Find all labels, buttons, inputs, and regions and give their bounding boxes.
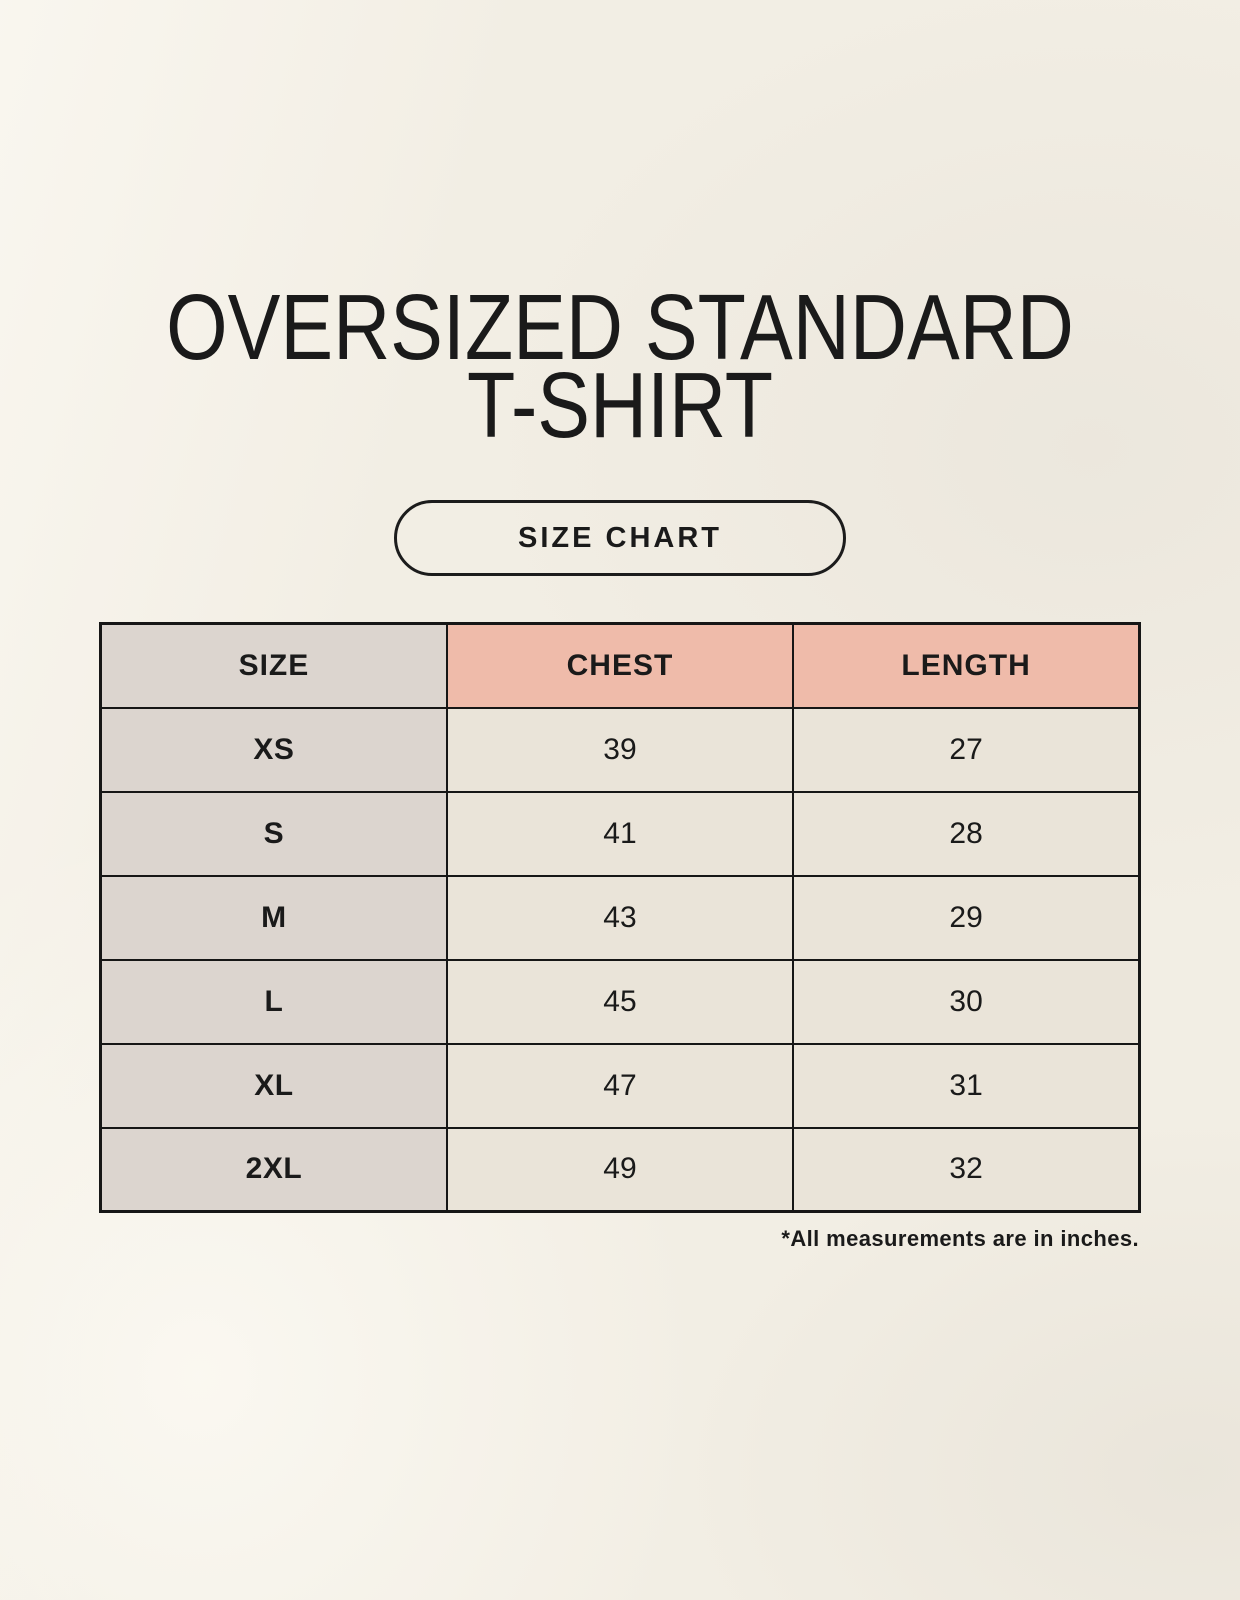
size-table-container: SIZE CHEST LENGTH XS 39 27 S 41 28 M: [99, 622, 1141, 1252]
title-line-1: OVERSIZED STANDARD: [166, 275, 1074, 379]
header-row: SIZE CHEST LENGTH: [99, 622, 1141, 709]
length-cell: 31: [792, 1042, 1141, 1129]
length-cell: 28: [792, 790, 1141, 877]
size-table-header: SIZE CHEST LENGTH: [99, 622, 1141, 709]
chest-cell: 47: [445, 1042, 795, 1129]
size-chart-graphic: OVERSIZED STANDARD T-SHIRT SIZE CHART SI…: [0, 0, 1240, 1252]
table-row-l: L 45 30: [99, 958, 1141, 1045]
chest-cell: 45: [445, 958, 795, 1045]
chest-cell: 43: [445, 874, 795, 961]
col-header-chest: CHEST: [445, 622, 795, 709]
size-table-body: XS 39 27 S 41 28 M 43 29 L 45 30: [99, 706, 1141, 1213]
length-cell: 27: [792, 706, 1141, 793]
size-chart-badge: SIZE CHART: [394, 500, 846, 576]
size-cell: XL: [99, 1042, 448, 1129]
table-row-xl: XL 47 31: [99, 1042, 1141, 1129]
chest-cell: 49: [445, 1126, 795, 1213]
title-line-2: T-SHIRT: [467, 353, 773, 457]
length-cell: 32: [792, 1126, 1141, 1213]
size-chart-badge-label: SIZE CHART: [518, 521, 722, 554]
chest-cell: 41: [445, 790, 795, 877]
measurements-footnote: *All measurements are in inches.: [781, 1226, 1139, 1251]
page-title: OVERSIZED STANDARD T-SHIRT: [0, 0, 1240, 457]
length-cell: 30: [792, 958, 1141, 1045]
length-cell: 29: [792, 874, 1141, 961]
size-cell: XS: [99, 706, 448, 793]
col-header-size: SIZE: [99, 622, 448, 709]
col-header-length: LENGTH: [792, 622, 1141, 709]
size-cell: M: [99, 874, 448, 961]
page-title-text: OVERSIZED STANDARD T-SHIRT: [93, 275, 1147, 457]
table-row-m: M 43 29: [99, 874, 1141, 961]
size-cell: 2XL: [99, 1126, 448, 1213]
chest-cell: 39: [445, 706, 795, 793]
size-cell: L: [99, 958, 448, 1045]
size-table: SIZE CHEST LENGTH XS 39 27 S 41 28 M: [99, 622, 1141, 1213]
table-row-s: S 41 28: [99, 790, 1141, 877]
table-row-xs: XS 39 27: [99, 706, 1141, 793]
size-cell: S: [99, 790, 448, 877]
table-row-2xl: 2XL 49 32: [99, 1126, 1141, 1213]
